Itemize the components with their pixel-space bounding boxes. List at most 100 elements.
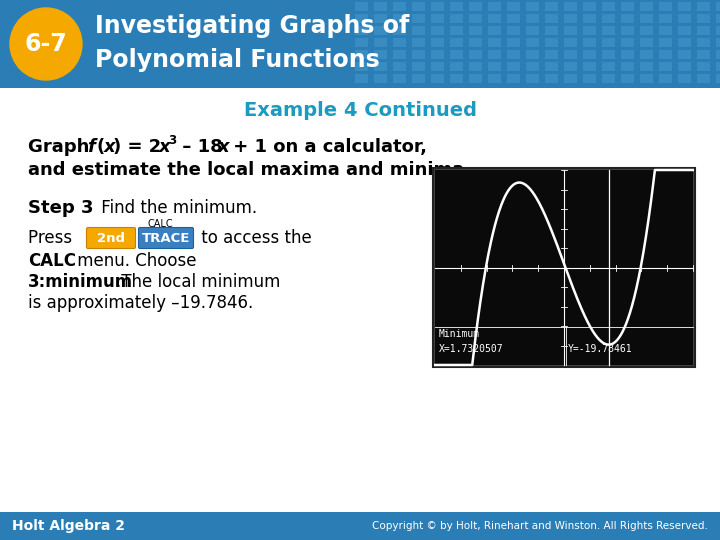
Bar	[431, 26, 444, 35]
Bar	[545, 38, 558, 47]
Bar	[659, 38, 672, 47]
Text: 3:minimum: 3:minimum	[28, 273, 133, 291]
Text: Graph: Graph	[28, 138, 96, 156]
Bar	[412, 26, 425, 35]
Bar	[659, 74, 672, 83]
Text: Polynomial Functions: Polynomial Functions	[95, 48, 379, 72]
Bar	[450, 50, 463, 59]
Bar	[621, 38, 634, 47]
Bar	[355, 74, 368, 83]
Text: x: x	[218, 138, 230, 156]
Bar	[526, 26, 539, 35]
Bar	[602, 74, 615, 83]
Bar	[431, 74, 444, 83]
Bar	[678, 50, 691, 59]
Text: f: f	[87, 138, 95, 156]
Bar	[583, 26, 596, 35]
Bar	[697, 26, 710, 35]
Bar	[488, 74, 501, 83]
Bar	[659, 2, 672, 11]
Text: Y=-19.78461: Y=-19.78461	[568, 344, 633, 354]
Bar	[583, 50, 596, 59]
Bar	[412, 14, 425, 23]
Text: TRACE: TRACE	[142, 232, 190, 245]
Bar	[640, 2, 653, 11]
Bar	[678, 74, 691, 83]
Bar	[433, 168, 695, 367]
Bar	[393, 62, 406, 71]
Text: ) = 2: ) = 2	[113, 138, 161, 156]
Bar	[526, 74, 539, 83]
Text: and estimate the local maxima and minima.: and estimate the local maxima and minima…	[28, 161, 471, 179]
Bar	[640, 38, 653, 47]
Bar	[393, 14, 406, 23]
Bar	[564, 38, 577, 47]
Bar	[583, 74, 596, 83]
Text: 2nd: 2nd	[97, 232, 125, 245]
Bar	[507, 2, 520, 11]
Text: (: (	[96, 138, 104, 156]
Bar	[678, 2, 691, 11]
Bar	[716, 62, 720, 71]
Text: Step 3: Step 3	[28, 199, 94, 217]
Bar	[678, 38, 691, 47]
Bar	[545, 14, 558, 23]
Bar	[526, 62, 539, 71]
Text: 6-7: 6-7	[24, 32, 68, 56]
Bar	[583, 2, 596, 11]
Text: to access the: to access the	[196, 229, 312, 247]
Bar	[678, 62, 691, 71]
Bar	[507, 62, 520, 71]
Bar	[564, 50, 577, 59]
Bar	[393, 50, 406, 59]
Bar	[678, 26, 691, 35]
Bar	[412, 62, 425, 71]
Text: is approximately –19.7846.: is approximately –19.7846.	[28, 294, 253, 312]
Bar	[716, 26, 720, 35]
Bar	[602, 14, 615, 23]
Bar	[583, 62, 596, 71]
Bar	[469, 26, 482, 35]
Bar	[507, 38, 520, 47]
Text: 3: 3	[168, 133, 176, 146]
Bar	[716, 14, 720, 23]
Bar	[716, 2, 720, 11]
Bar	[469, 14, 482, 23]
Bar	[355, 38, 368, 47]
Bar	[621, 26, 634, 35]
Bar	[507, 74, 520, 83]
Bar	[0, 0, 720, 88]
Text: Minimum: Minimum	[439, 329, 480, 339]
Bar	[412, 74, 425, 83]
Bar	[488, 26, 501, 35]
Bar	[374, 38, 387, 47]
Bar	[640, 50, 653, 59]
Bar	[355, 62, 368, 71]
Bar	[621, 50, 634, 59]
Bar	[450, 38, 463, 47]
Bar	[393, 26, 406, 35]
FancyBboxPatch shape	[86, 227, 135, 248]
Bar	[640, 14, 653, 23]
Bar	[355, 50, 368, 59]
Bar	[697, 2, 710, 11]
Bar	[564, 26, 577, 35]
Bar	[488, 38, 501, 47]
Bar	[602, 26, 615, 35]
Bar	[659, 26, 672, 35]
Bar	[697, 50, 710, 59]
Bar	[469, 62, 482, 71]
Text: – 18: – 18	[176, 138, 222, 156]
Bar	[488, 62, 501, 71]
Bar	[431, 62, 444, 71]
Bar	[412, 38, 425, 47]
Bar	[545, 74, 558, 83]
FancyBboxPatch shape	[138, 227, 194, 248]
Bar	[659, 62, 672, 71]
Bar	[640, 26, 653, 35]
Bar	[355, 2, 368, 11]
Bar	[602, 62, 615, 71]
Bar	[450, 74, 463, 83]
Text: x: x	[159, 138, 171, 156]
Text: Copyright © by Holt, Rinehart and Winston. All Rights Reserved.: Copyright © by Holt, Rinehart and Winsto…	[372, 521, 708, 531]
